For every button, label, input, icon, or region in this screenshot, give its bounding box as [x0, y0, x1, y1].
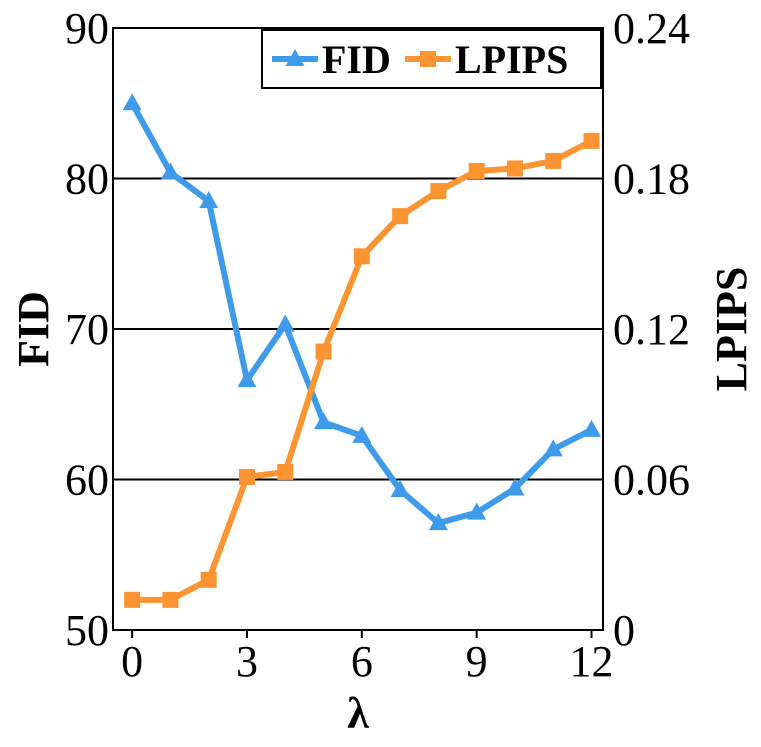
- y-right-tick-label: 0: [613, 606, 635, 655]
- y-right-tick-label: 0.12: [613, 305, 690, 354]
- lpips-line: [132, 138, 593, 603]
- lpips-marker: [583, 132, 600, 149]
- y-left-tick-label: 50: [65, 606, 109, 655]
- x-tick-label: 3: [236, 637, 258, 686]
- fid-marker: [543, 439, 563, 457]
- lpips-marker: [277, 463, 294, 480]
- x-tick-label: 9: [466, 637, 488, 686]
- legend-lpips-label: LPIPS: [455, 37, 568, 82]
- fid-marker: [237, 370, 257, 388]
- y-left-tick-label: 80: [65, 155, 109, 204]
- y-left-tick-label: 60: [65, 456, 109, 505]
- x-tick-label: 12: [570, 637, 614, 686]
- legend-fid-label: FID: [322, 37, 391, 82]
- fid-marker: [275, 314, 295, 332]
- y-left-tick-label: 90: [65, 4, 109, 53]
- fid-marker: [467, 502, 487, 520]
- lpips-marker: [392, 208, 409, 225]
- fid-marker: [199, 191, 219, 209]
- lpips-marker: [124, 591, 141, 608]
- lpips-marker: [200, 571, 217, 588]
- fid-marker: [160, 162, 180, 180]
- y-left-tick-label: 70: [65, 305, 109, 354]
- fid-marker: [505, 478, 525, 496]
- lpips-marker: [506, 160, 523, 177]
- y-axis-right-title: LPIPS: [707, 267, 756, 392]
- legend-lpips-marker: [420, 51, 436, 67]
- fid-marker: [582, 419, 602, 437]
- fid-marker: [390, 480, 410, 498]
- fid-marker: [314, 412, 334, 430]
- x-tick-label: 6: [351, 637, 373, 686]
- y-right-tick-label: 0.06: [613, 456, 690, 505]
- y-axis-left-title: FID: [9, 291, 58, 367]
- x-axis-title: λ: [347, 689, 369, 738]
- lpips-marker: [353, 248, 370, 265]
- fid-marker: [122, 93, 142, 111]
- lpips-marker: [238, 468, 255, 485]
- fid-marker: [428, 513, 448, 531]
- legend: FID LPIPS: [261, 29, 602, 89]
- lpips-marker: [545, 152, 562, 169]
- x-tick-label: 0: [121, 637, 143, 686]
- legend-fid-marker: [285, 49, 305, 66]
- y-right-tick-label: 0.18: [613, 155, 690, 204]
- lpips-marker: [468, 162, 485, 179]
- legend-box: [261, 29, 602, 89]
- lpips-marker: [430, 183, 447, 200]
- lpips-marker: [315, 343, 332, 360]
- y-right-tick-label: 0.24: [613, 4, 690, 53]
- tick-labels: 50 60 70 80 90 0 0.06 0.12 0.18 0.24 0 3 6 9 12: [65, 4, 690, 686]
- axis-ticks: [113, 27, 603, 638]
- lpips-marker: [162, 591, 179, 608]
- series-markers: [122, 93, 602, 608]
- fid-marker: [352, 425, 372, 443]
